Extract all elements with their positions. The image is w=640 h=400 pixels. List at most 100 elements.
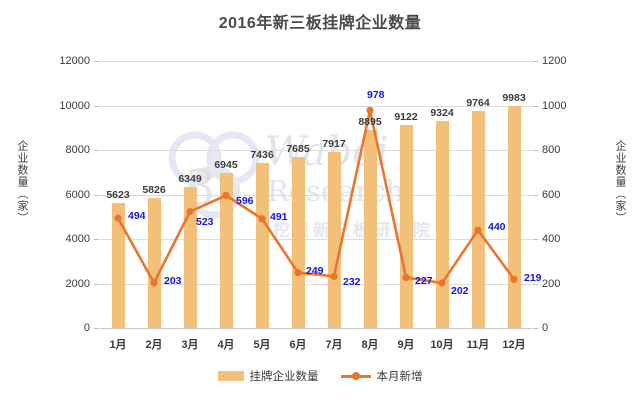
legend-item-bar[interactable]: 挂牌企业数量	[217, 368, 319, 384]
x-axis-tick-label: 5月	[253, 339, 271, 351]
gridline	[100, 239, 532, 240]
bar-value-label: 5623	[106, 188, 130, 201]
line-value-label: 227	[415, 275, 433, 288]
line-marker[interactable]	[438, 279, 446, 287]
x-axis-tick-label: 7月	[325, 339, 343, 351]
y-axis-left-tick-label: 10000	[59, 99, 90, 112]
bar[interactable]	[111, 202, 125, 328]
y-axis-right-tick-label: 1000	[542, 99, 567, 112]
bar[interactable]	[363, 130, 377, 328]
line-marker[interactable]	[150, 279, 158, 287]
y-axis-right-tick-label: 600	[542, 188, 561, 201]
line-marker[interactable]	[114, 214, 122, 222]
y-tick-left	[94, 328, 99, 329]
line-marker[interactable]	[222, 191, 230, 199]
bar-value-label: 5826	[142, 184, 166, 197]
y-tick-right	[533, 239, 538, 240]
line-marker[interactable]	[258, 215, 266, 223]
x-axis-tick-label: 1月	[109, 339, 127, 351]
line-value-label: 203	[164, 274, 182, 287]
gridline	[100, 328, 532, 329]
line-value-label: 249	[306, 264, 324, 277]
bar[interactable]	[147, 198, 161, 328]
line-value-label: 219	[524, 272, 542, 285]
y-tick-left	[94, 61, 99, 62]
y-tick-left	[94, 194, 99, 196]
y-axis-right-tick-label: 0	[542, 322, 549, 334]
y-axis-right-tick-label: 200	[542, 277, 561, 290]
line-marker[interactable]	[294, 268, 302, 277]
x-axis-tick-label: 11月	[466, 339, 490, 351]
gridline	[100, 105, 532, 107]
y-axis-left-tick-label: 6000	[65, 188, 90, 201]
y-axis-left-tick-label: 8000	[65, 144, 90, 156]
legend-item-line[interactable]: 本月新增	[340, 368, 423, 384]
x-axis-tick-label: 3月	[181, 339, 199, 351]
gridline	[100, 150, 532, 151]
line-value-label: 494	[128, 210, 146, 223]
x-axis-tick-label: 2月	[145, 339, 163, 351]
y-tick-left	[94, 239, 99, 240]
line-marker[interactable]	[366, 106, 374, 114]
bar-value-label: 9324	[430, 106, 454, 119]
bar[interactable]	[471, 110, 485, 328]
legend-item-line-label: 本月新增	[376, 371, 423, 383]
bar-value-label: 9122	[394, 111, 418, 124]
chart-legend: 挂牌企业数量 本月新增	[0, 368, 640, 384]
bar-value-label: 7917	[322, 137, 346, 150]
x-axis-tick-label: 10月	[430, 339, 454, 351]
y-tick-right	[533, 61, 538, 62]
y-tick-left	[94, 150, 99, 151]
line-value-label: 978	[367, 89, 385, 102]
legend-bar-swatch-icon	[217, 371, 244, 381]
bar-value-label: 9983	[502, 91, 526, 104]
line-value-label: 523	[196, 215, 214, 228]
chart-title: 2016年新三板挂牌企业数量	[218, 15, 422, 32]
bar-value-label: 6945	[214, 159, 238, 172]
y-tick-right	[533, 328, 538, 329]
x-axis-tick-label: 8月	[361, 339, 379, 351]
y-tick-right	[533, 150, 538, 151]
line-value-label: 596	[236, 195, 254, 208]
y-tick-left	[94, 283, 99, 285]
legend-item-bar-label: 挂牌企业数量	[249, 371, 319, 383]
y-axis-left-tick-label: 2000	[65, 277, 90, 290]
x-axis-tick-label: 6月	[289, 339, 307, 351]
x-axis-tick-label: 9月	[397, 339, 415, 351]
line-marker[interactable]	[402, 273, 410, 282]
line-marker[interactable]	[510, 275, 518, 283]
plot-area	[94, 61, 538, 329]
line-value-label: 202	[451, 285, 469, 298]
bar[interactable]	[219, 173, 233, 328]
bar[interactable]	[183, 186, 197, 328]
y-axis-right-tick-label: 800	[542, 144, 561, 156]
bar-value-label: 8895	[358, 116, 382, 129]
gridline	[100, 194, 532, 196]
line-marker[interactable]	[330, 272, 338, 280]
bar[interactable]	[327, 151, 341, 328]
line-marker[interactable]	[186, 208, 194, 216]
y-axis-right-title: 企业数量（家）	[614, 140, 626, 224]
gridline	[100, 61, 532, 62]
line-value-label: 440	[488, 221, 506, 234]
y-tick-right	[533, 194, 538, 196]
line-series	[114, 106, 518, 287]
y-axis-right-tick-label: 400	[542, 233, 561, 245]
line-marker[interactable]	[474, 226, 482, 234]
y-axis-left-title: 企业数量（家）	[16, 140, 28, 224]
bar[interactable]	[507, 105, 521, 328]
bar[interactable]	[291, 157, 305, 328]
y-axis-right-tick-label: 1200	[542, 55, 567, 67]
y-axis-left-tick-label: 12000	[59, 55, 90, 67]
y-axis-left-tick-label: 0	[83, 322, 90, 334]
y-tick-left	[94, 105, 99, 107]
x-axis-tick-label: 12月	[502, 339, 526, 351]
bar-value-label: 7436	[250, 148, 274, 161]
bar[interactable]	[255, 162, 269, 328]
line-value-label: 232	[343, 276, 361, 289]
line-value-label: 491	[270, 210, 288, 223]
y-axis-left-tick-label: 4000	[65, 233, 90, 245]
x-axis-tick-label: 4月	[217, 339, 235, 351]
gridline	[100, 283, 532, 285]
